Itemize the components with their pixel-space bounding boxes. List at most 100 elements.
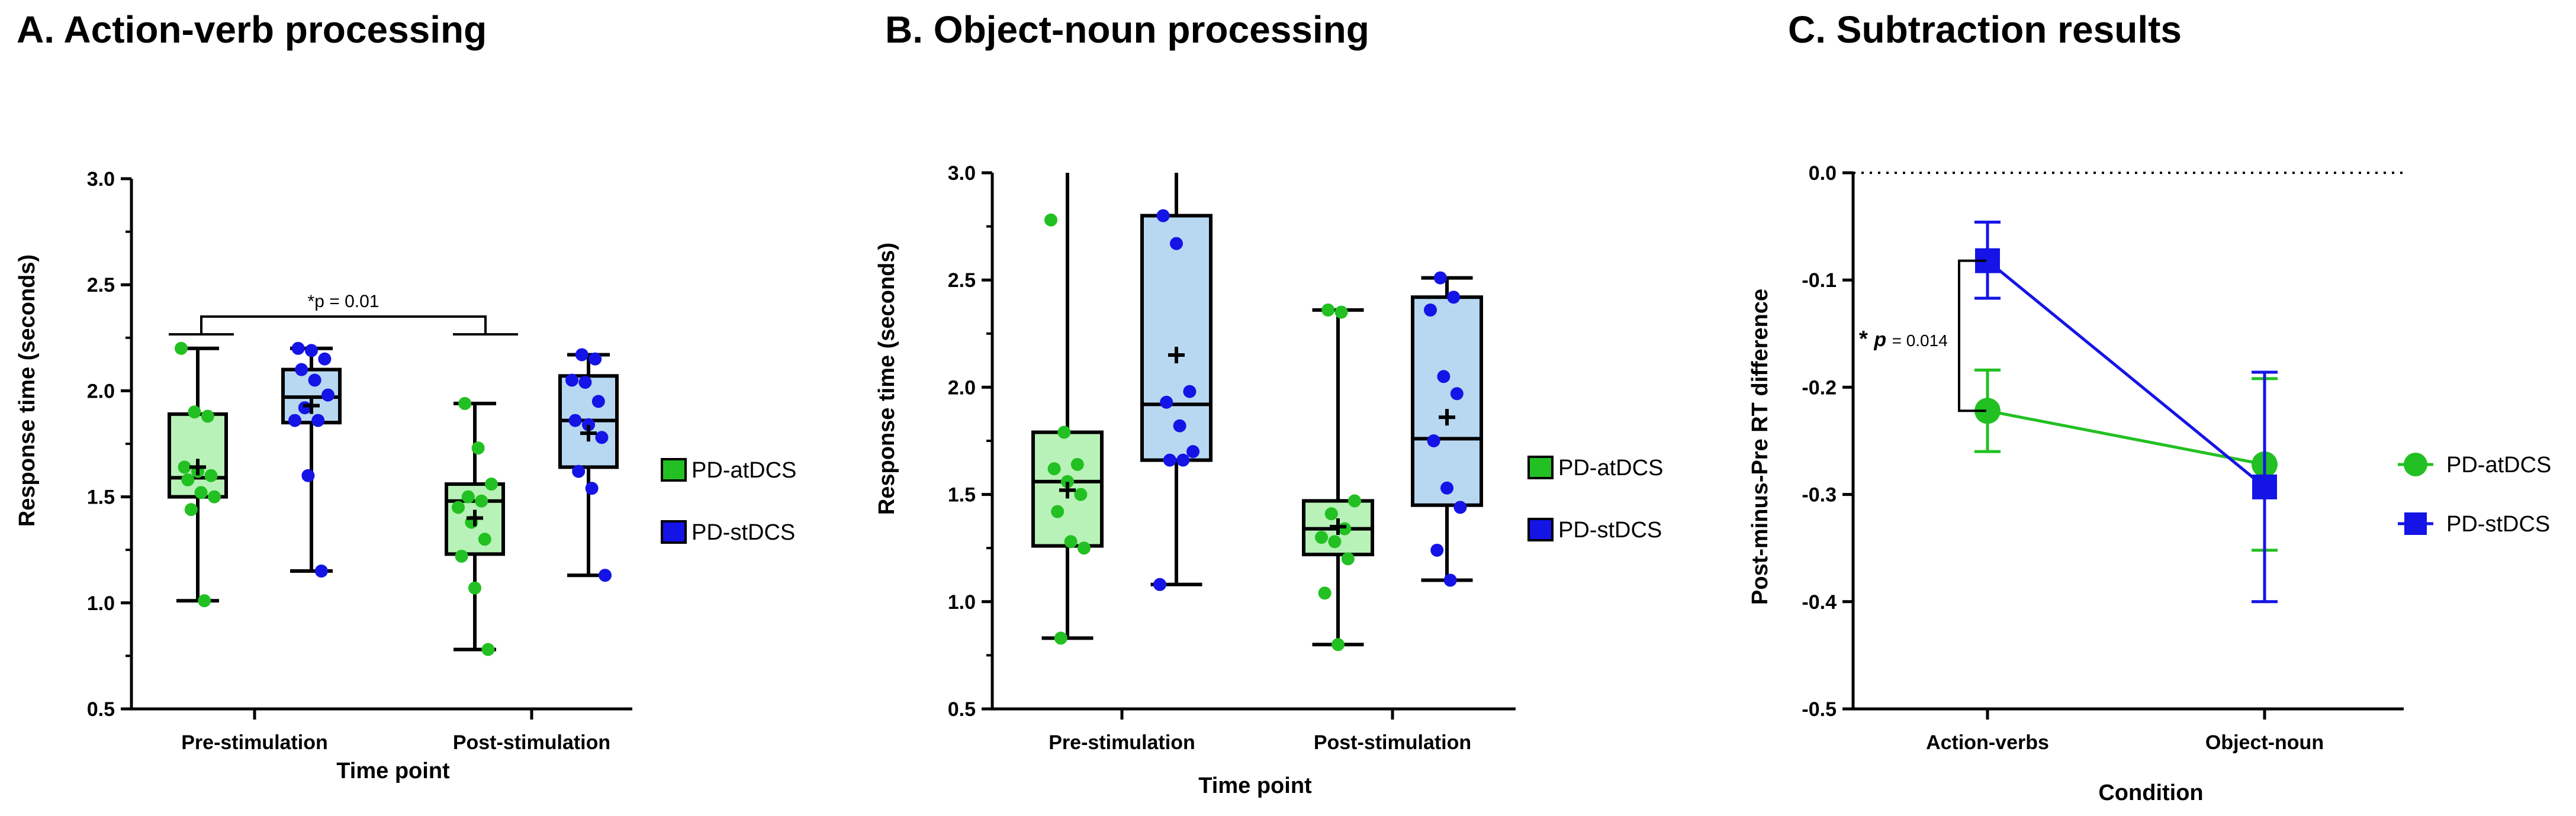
panel-c-title: C. Subtraction results xyxy=(1788,8,2182,51)
data-point xyxy=(1176,453,1190,467)
data-point xyxy=(468,581,481,595)
legend-swatch xyxy=(661,458,687,482)
data-point xyxy=(178,460,191,474)
legend-label: PD-stDCS xyxy=(692,520,795,545)
y-tick-label: 2.0 xyxy=(87,380,115,402)
data-point xyxy=(1064,535,1078,549)
data-point xyxy=(2252,474,2277,499)
data-point xyxy=(1044,213,1057,227)
series-line xyxy=(1987,409,2265,466)
y-tick-label: 3.0 xyxy=(87,168,115,191)
data-point xyxy=(1070,457,1084,471)
y-tick-label: 2.5 xyxy=(87,274,115,296)
data-point xyxy=(311,414,325,427)
data-point xyxy=(1450,387,1464,401)
data-point xyxy=(308,373,321,387)
data-point xyxy=(1443,573,1457,587)
data-point xyxy=(578,376,592,389)
data-point xyxy=(208,490,221,504)
data-point xyxy=(175,341,188,355)
data-point xyxy=(1437,370,1451,383)
data-point xyxy=(1074,488,1088,501)
data-point xyxy=(305,344,318,357)
mean-marker xyxy=(1168,347,1185,364)
panel-a: A. Action-verb processing Response time … xyxy=(15,8,796,783)
significance-label: *p = 0.01 xyxy=(308,292,380,311)
y-tick-label: 3.0 xyxy=(948,162,976,185)
data-point xyxy=(1160,395,1173,409)
data-point xyxy=(1315,531,1328,544)
data-point xyxy=(314,565,328,578)
legend-swatch xyxy=(1527,518,1554,541)
data-point xyxy=(481,643,495,656)
panel-c: C. Subtraction results Post-minus-Pre RT… xyxy=(1748,8,2551,805)
data-point xyxy=(194,486,208,499)
data-point xyxy=(321,388,335,402)
data-point xyxy=(1427,434,1440,447)
panel-c-y-axis-title: Post-minus-Pre RT difference xyxy=(1748,289,1773,605)
data-point xyxy=(1453,501,1467,514)
significance-label: * p = 0.014 xyxy=(1859,327,1948,351)
data-point xyxy=(301,469,315,482)
series-line xyxy=(1986,259,2266,488)
data-point xyxy=(565,373,578,387)
legend-swatch xyxy=(2404,512,2427,535)
y-tick-label: -0.5 xyxy=(1802,698,1837,721)
panel-b-title: B. Object-noun processing xyxy=(885,8,1369,51)
x-tick-label: Pre-stimulation xyxy=(1049,731,1195,754)
box-body xyxy=(1411,295,1483,507)
data-point xyxy=(1156,209,1170,222)
data-point xyxy=(1321,303,1335,317)
legend-swatch xyxy=(661,520,687,544)
significance-bracket xyxy=(1958,259,1986,412)
y-tick-label: -0.4 xyxy=(1802,591,1837,614)
y-tick-label: -0.2 xyxy=(1802,376,1837,399)
mean-marker xyxy=(467,509,483,527)
data-point xyxy=(572,465,586,478)
y-tick-label: 0.5 xyxy=(87,698,115,721)
data-point xyxy=(585,482,599,495)
data-point xyxy=(1324,507,1338,521)
data-point xyxy=(588,352,602,366)
panel-a-y-axis-title: Response time (seconds) xyxy=(15,254,40,527)
data-point xyxy=(458,396,472,410)
data-point xyxy=(1057,425,1071,439)
mean-marker xyxy=(1330,518,1346,535)
data-point xyxy=(318,352,332,366)
data-point xyxy=(478,533,491,546)
data-point xyxy=(1047,462,1061,476)
data-point xyxy=(1338,522,1352,536)
panel-a-x-axis-title: Time point xyxy=(336,759,450,783)
box-body xyxy=(168,412,228,499)
y-tick-label: 2.0 xyxy=(948,376,976,399)
data-point xyxy=(288,414,301,427)
panel-a-title: A. Action-verb processing xyxy=(17,8,487,51)
data-point xyxy=(1173,419,1186,433)
y-tick-label: 0.0 xyxy=(1809,162,1837,185)
data-point xyxy=(295,363,308,376)
data-point xyxy=(568,414,582,427)
data-point xyxy=(485,478,498,491)
x-tick-label: Action-verbs xyxy=(1926,731,2049,754)
panel-c-x-axis-title: Condition xyxy=(2098,780,2203,805)
data-point xyxy=(471,441,485,455)
data-point xyxy=(1061,475,1074,488)
data-point xyxy=(1348,494,1361,508)
data-point xyxy=(1424,303,1437,317)
data-point xyxy=(201,409,214,423)
significance-value: = 0.014 xyxy=(1892,331,1948,350)
y-tick-label: 1.0 xyxy=(87,592,115,615)
y-tick-label: -0.1 xyxy=(1802,269,1837,292)
data-point xyxy=(475,494,488,508)
legend-label: PD-stDCS xyxy=(2446,512,2550,537)
data-point xyxy=(1318,586,1332,600)
data-point xyxy=(461,490,475,504)
significance-star: * xyxy=(1859,327,1874,351)
data-point xyxy=(582,418,595,431)
data-point xyxy=(1163,453,1176,467)
data-point xyxy=(455,549,468,563)
data-point xyxy=(1334,305,1348,319)
data-point xyxy=(291,341,305,355)
panel-b-x-axis-title: Time point xyxy=(1198,773,1312,798)
